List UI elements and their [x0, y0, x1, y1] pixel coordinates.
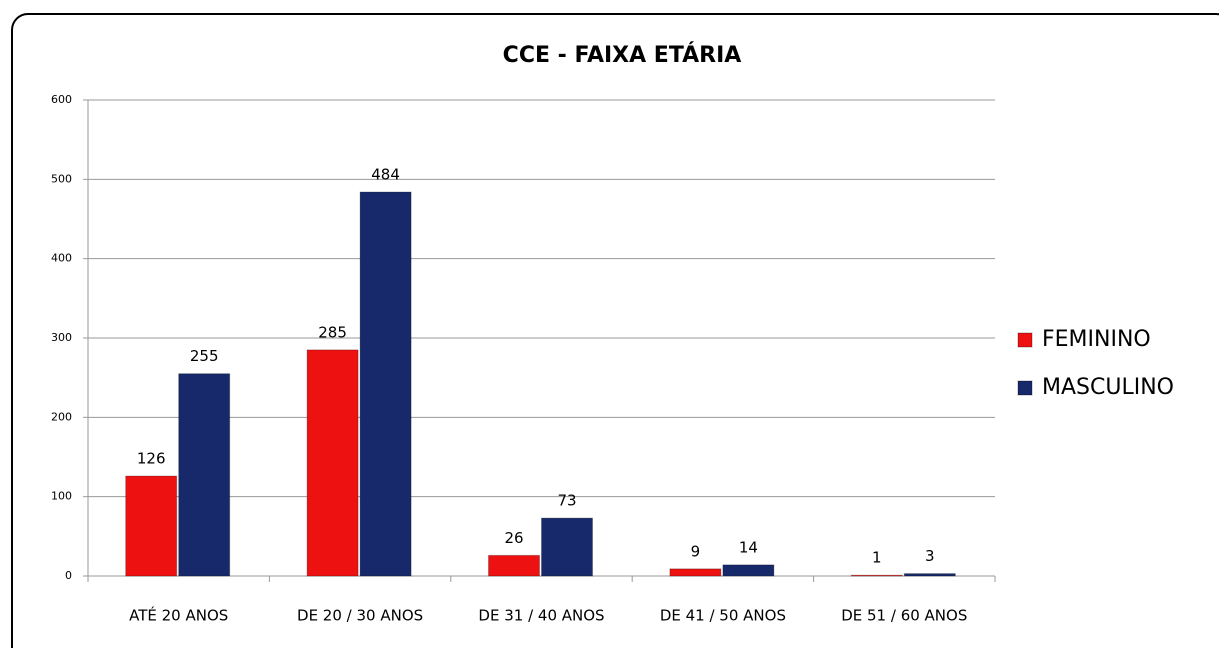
data-label: 73: [557, 492, 576, 510]
y-tick-label: 500: [51, 172, 72, 185]
data-label: 9: [691, 542, 701, 560]
bar: [541, 517, 593, 577]
chart-title: CCE - FAIXA ETÁRIA: [503, 42, 742, 68]
bar: [488, 554, 540, 577]
y-tick-label: 300: [51, 331, 72, 344]
bar: [125, 475, 178, 577]
y-tick-label: 200: [51, 410, 72, 423]
bar: [306, 349, 359, 577]
bar: [850, 574, 903, 577]
x-tick-label: ATÉ 20 ANOS: [129, 606, 228, 625]
y-tick-label: 400: [51, 252, 72, 265]
data-label: 126: [137, 450, 166, 468]
data-label: 14: [739, 538, 758, 556]
legend-label: FEMININO: [1042, 327, 1151, 352]
data-label: 484: [371, 166, 400, 184]
y-tick-label: 600: [51, 93, 72, 106]
data-label: 3: [925, 547, 935, 565]
bar: [178, 373, 231, 577]
bar: [359, 191, 412, 577]
x-tick-label: DE 20 / 30 ANOS: [297, 607, 423, 625]
bar: [722, 564, 775, 577]
data-label: 285: [318, 323, 347, 341]
bar: [669, 568, 722, 577]
legend-swatch: [1017, 332, 1033, 348]
y-tick-label: 100: [51, 490, 72, 503]
data-label: 255: [190, 347, 219, 365]
legend-swatch: [1017, 380, 1033, 396]
legend-label: MASCULINO: [1042, 375, 1174, 400]
data-label: 26: [504, 529, 523, 547]
x-tick-label: DE 51 / 60 ANOS: [841, 607, 967, 625]
bar: [903, 573, 956, 577]
data-label: 1: [872, 549, 882, 567]
y-tick-label: 0: [65, 569, 72, 582]
x-tick-label: DE 41 / 50 ANOS: [660, 607, 786, 625]
x-tick-label: DE 31 / 40 ANOS: [478, 607, 604, 625]
